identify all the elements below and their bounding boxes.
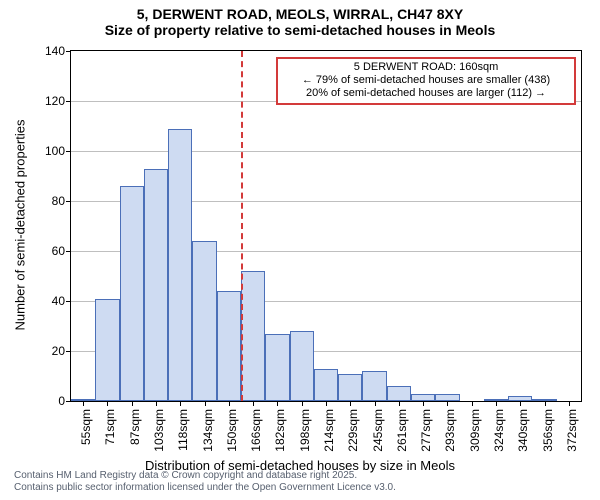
- annotation-larger: 20% of semi-detached houses are larger (…: [284, 87, 568, 100]
- xtick-mark: [205, 401, 206, 406]
- attribution-line-2: Contains public sector information licen…: [14, 482, 396, 494]
- subject-marker-line: [241, 51, 243, 401]
- chart-title-line-2: Size of property relative to semi-detach…: [0, 22, 600, 38]
- xtick-label: 340sqm: [516, 409, 530, 452]
- xtick-mark: [423, 401, 424, 406]
- annotation-box: 5 DERWENT ROAD: 160sqm ← 79% of semi-det…: [276, 57, 576, 105]
- attribution-text: Contains HM Land Registry data © Crown c…: [14, 470, 396, 494]
- xtick-mark: [253, 401, 254, 406]
- xtick-label: 198sqm: [298, 409, 312, 452]
- xtick-label: 293sqm: [443, 409, 457, 452]
- histogram-bar: [192, 241, 216, 401]
- xtick-mark: [350, 401, 351, 406]
- xtick-mark: [472, 401, 473, 406]
- annotation-title: 5 DERWENT ROAD: 160sqm: [284, 61, 568, 74]
- xtick-mark: [545, 401, 546, 406]
- xtick-mark: [132, 401, 133, 406]
- histogram-bar: [411, 394, 435, 402]
- y-axis-label: Number of semi-detached properties: [13, 120, 28, 331]
- xtick-label: 324sqm: [492, 409, 506, 452]
- chart-title-line-1: 5, DERWENT ROAD, MEOLS, WIRRAL, CH47 8XY: [0, 0, 600, 22]
- xtick-label: 118sqm: [176, 409, 190, 451]
- xtick-mark: [496, 401, 497, 406]
- ytick-label: 80: [52, 194, 71, 208]
- property-size-histogram: 5, DERWENT ROAD, MEOLS, WIRRAL, CH47 8XY…: [0, 0, 600, 500]
- xtick-label: 229sqm: [346, 409, 360, 452]
- xtick-label: 277sqm: [419, 409, 433, 452]
- xtick-label: 182sqm: [273, 409, 287, 452]
- xtick-mark: [277, 401, 278, 406]
- xtick-label: 150sqm: [225, 409, 239, 452]
- histogram-bar: [120, 186, 144, 401]
- ytick-label: 60: [52, 244, 71, 258]
- xtick-label: 87sqm: [128, 409, 142, 445]
- xtick-label: 356sqm: [541, 409, 555, 452]
- ytick-label: 140: [45, 44, 71, 58]
- xtick-mark: [302, 401, 303, 406]
- xtick-mark: [180, 401, 181, 406]
- histogram-bar: [144, 169, 168, 402]
- xtick-mark: [399, 401, 400, 406]
- xtick-mark: [520, 401, 521, 406]
- ytick-label: 20: [52, 344, 71, 358]
- xtick-label: 372sqm: [565, 409, 579, 452]
- annotation-smaller: ← 79% of semi-detached houses are smalle…: [284, 74, 568, 87]
- histogram-bar: [387, 386, 411, 401]
- xtick-label: 245sqm: [371, 409, 385, 452]
- xtick-mark: [83, 401, 84, 406]
- histogram-bar: [168, 129, 192, 402]
- histogram-bar: [314, 369, 338, 402]
- xtick-label: 261sqm: [395, 409, 409, 452]
- xtick-label: 309sqm: [468, 409, 482, 452]
- xtick-mark: [569, 401, 570, 406]
- histogram-bar: [290, 331, 314, 401]
- xtick-mark: [107, 401, 108, 406]
- xtick-label: 55sqm: [79, 409, 93, 445]
- histogram-bar: [435, 394, 459, 402]
- histogram-bar: [217, 291, 241, 401]
- xtick-mark: [375, 401, 376, 406]
- ytick-label: 100: [45, 144, 71, 158]
- xtick-label: 103sqm: [152, 409, 166, 452]
- xtick-label: 214sqm: [322, 409, 336, 452]
- xtick-label: 166sqm: [249, 409, 263, 452]
- histogram-bar: [241, 271, 265, 401]
- xtick-mark: [447, 401, 448, 406]
- xtick-mark: [326, 401, 327, 406]
- xtick-mark: [156, 401, 157, 406]
- xtick-label: 71sqm: [103, 409, 117, 445]
- ytick-label: 0: [58, 394, 71, 408]
- histogram-bar: [95, 299, 119, 402]
- histogram-bar: [362, 371, 386, 401]
- histogram-bar: [338, 374, 362, 402]
- ytick-label: 120: [45, 94, 71, 108]
- plot-area: 5 DERWENT ROAD: 160sqm ← 79% of semi-det…: [70, 50, 582, 402]
- attribution-line-1: Contains HM Land Registry data © Crown c…: [14, 470, 396, 482]
- xtick-label: 134sqm: [201, 409, 215, 452]
- histogram-bar: [265, 334, 289, 402]
- ytick-label: 40: [52, 294, 71, 308]
- xtick-mark: [229, 401, 230, 406]
